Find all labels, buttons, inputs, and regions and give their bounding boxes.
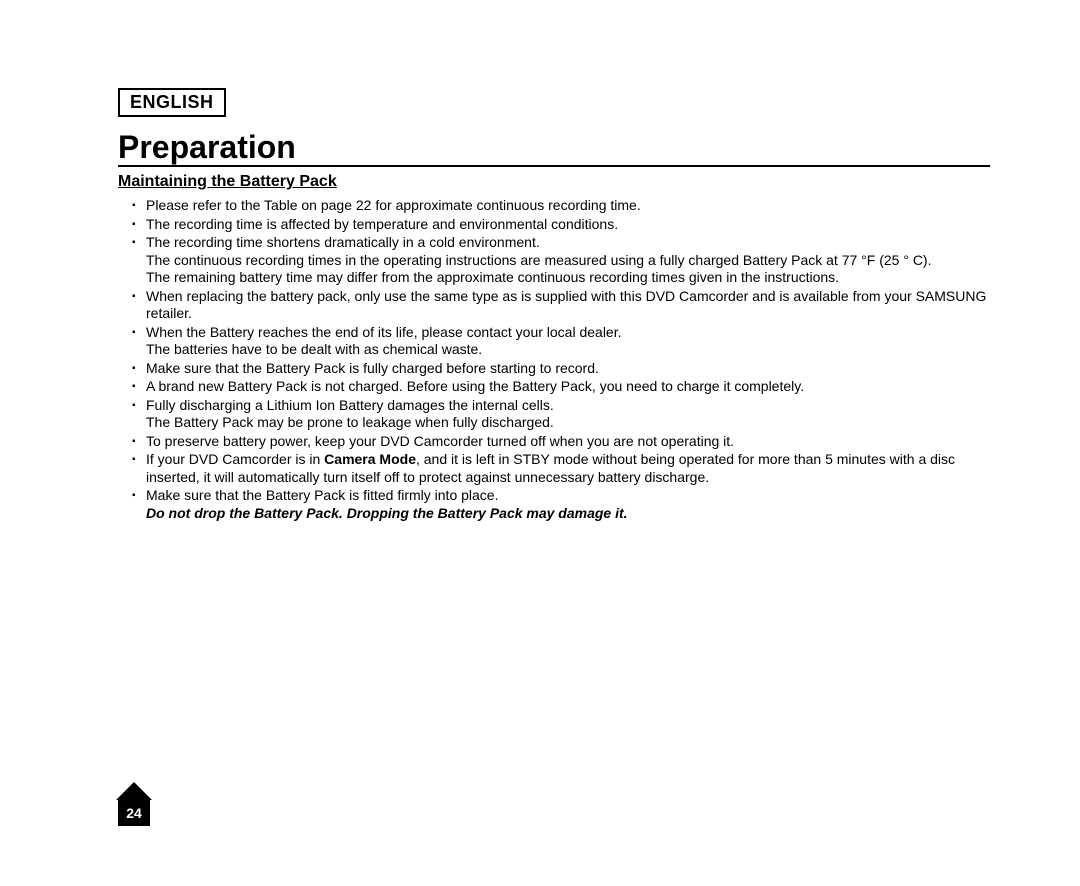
bullet-subtext: The remaining battery time may differ fr…	[146, 269, 990, 287]
bullet-text: Make sure that the Battery Pack is fitte…	[146, 487, 498, 503]
bullet-text: Make sure that the Battery Pack is fully…	[146, 360, 599, 376]
bullet-text: When the Battery reaches the end of its …	[146, 324, 622, 340]
manual-page: ENGLISH Preparation Maintaining the Batt…	[0, 0, 1080, 886]
list-item: To preserve battery power, keep your DVD…	[132, 433, 990, 451]
bullet-warning: Do not drop the Battery Pack. Dropping t…	[146, 505, 990, 523]
list-item: Please refer to the Table on page 22 for…	[132, 197, 990, 215]
list-item: When replacing the battery pack, only us…	[132, 288, 990, 323]
bullet-text: When replacing the battery pack, only us…	[146, 288, 986, 322]
list-item: If your DVD Camcorder is in Camera Mode,…	[132, 451, 990, 486]
bullet-list: Please refer to the Table on page 22 for…	[118, 197, 990, 522]
bullet-subtext: The Battery Pack may be prone to leakage…	[146, 414, 990, 432]
bullet-text: To preserve battery power, keep your DVD…	[146, 433, 734, 449]
bullet-text: The recording time is affected by temper…	[146, 216, 618, 232]
bullet-text-bold: Camera Mode	[324, 451, 416, 467]
language-label: ENGLISH	[118, 88, 226, 117]
bullet-text: The recording time shortens dramatically…	[146, 234, 540, 250]
triangle-icon	[116, 782, 152, 800]
bullet-subtext: The batteries have to be dealt with as c…	[146, 341, 990, 359]
page-title: Preparation	[118, 131, 296, 163]
list-item: A brand new Battery Pack is not charged.…	[132, 378, 990, 396]
bullet-text: Please refer to the Table on page 22 for…	[146, 197, 641, 213]
list-item: Make sure that the Battery Pack is fitte…	[132, 487, 990, 522]
title-row: Preparation	[118, 131, 990, 167]
page-number-badge: 24	[118, 782, 152, 826]
list-item: When the Battery reaches the end of its …	[132, 324, 990, 359]
bullet-text: A brand new Battery Pack is not charged.…	[146, 378, 804, 394]
bullet-text-pre: If your DVD Camcorder is in	[146, 451, 324, 467]
list-item: The recording time shortens dramatically…	[132, 234, 990, 287]
bullet-subtext: The continuous recording times in the op…	[146, 252, 990, 270]
bullet-text: Fully discharging a Lithium Ion Battery …	[146, 397, 554, 413]
list-item: Fully discharging a Lithium Ion Battery …	[132, 397, 990, 432]
section-heading: Maintaining the Battery Pack	[118, 173, 990, 191]
page-number: 24	[118, 800, 150, 826]
list-item: Make sure that the Battery Pack is fully…	[132, 360, 990, 378]
list-item: The recording time is affected by temper…	[132, 216, 990, 234]
